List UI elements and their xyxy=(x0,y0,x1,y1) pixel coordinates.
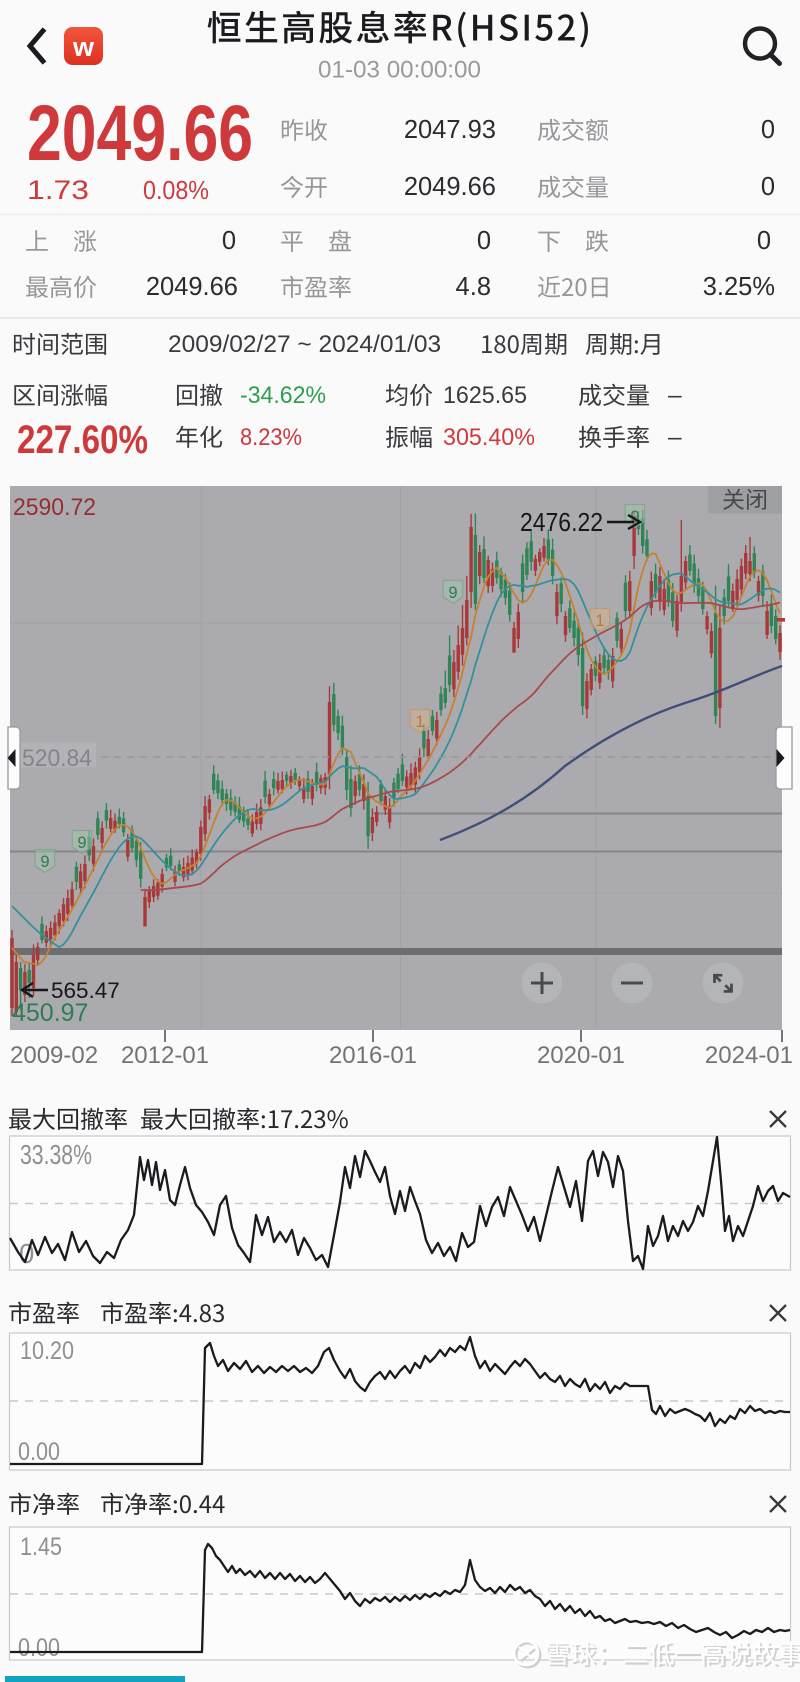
svg-text:–: – xyxy=(668,424,682,451)
svg-text:0.00: 0.00 xyxy=(18,1438,60,1466)
svg-text:2009-02: 2009-02 xyxy=(10,1042,98,1069)
svg-text:w: w xyxy=(72,32,95,62)
svg-text:01-03 00:00:00: 01-03 00:00:00 xyxy=(318,57,481,84)
svg-text:2012-01: 2012-01 xyxy=(121,1042,209,1069)
svg-text:0: 0 xyxy=(761,173,775,201)
svg-text:2049.66: 2049.66 xyxy=(27,88,253,177)
svg-text:520.84: 520.84 xyxy=(22,745,92,772)
svg-text:9: 9 xyxy=(630,508,639,526)
svg-text:9: 9 xyxy=(448,584,457,602)
svg-text:1.45: 1.45 xyxy=(20,1533,62,1561)
svg-text:2009/02/27 ~ 2024/01/03: 2009/02/27 ~ 2024/01/03 xyxy=(168,331,441,358)
svg-text:2476.22: 2476.22 xyxy=(520,507,603,537)
svg-text:0: 0 xyxy=(761,116,775,144)
svg-text:2016-01: 2016-01 xyxy=(329,1042,417,1069)
svg-text:1: 1 xyxy=(595,612,604,630)
svg-text:1625.65: 1625.65 xyxy=(443,382,527,409)
svg-text:565.47: 565.47 xyxy=(51,978,120,1003)
svg-text:–: – xyxy=(668,382,682,409)
svg-text:1.73: 1.73 xyxy=(27,175,89,205)
svg-text:4.8: 4.8 xyxy=(456,273,491,301)
svg-text:450.97: 450.97 xyxy=(12,999,88,1027)
svg-text:0.08%: 0.08% xyxy=(143,175,209,205)
svg-text:0.00: 0.00 xyxy=(18,1634,60,1662)
svg-text:2049.66: 2049.66 xyxy=(404,173,496,201)
svg-text:8.23%: 8.23% xyxy=(240,424,302,451)
svg-text:3.25%: 3.25% xyxy=(703,273,775,301)
svg-text:305.40%: 305.40% xyxy=(443,424,535,451)
svg-text:33.38%: 33.38% xyxy=(20,1139,92,1170)
svg-text:10.20: 10.20 xyxy=(20,1337,74,1365)
svg-text:1: 1 xyxy=(415,713,424,731)
svg-text:2047.93: 2047.93 xyxy=(404,116,496,144)
svg-text:0: 0 xyxy=(477,227,491,255)
svg-text:2049.66: 2049.66 xyxy=(146,273,238,301)
svg-text:227.60%: 227.60% xyxy=(17,418,148,462)
svg-text:9: 9 xyxy=(77,834,86,852)
svg-text:9: 9 xyxy=(40,853,49,871)
svg-text:0: 0 xyxy=(222,227,236,255)
svg-text:2020-01: 2020-01 xyxy=(537,1042,625,1069)
svg-text:0: 0 xyxy=(757,227,771,255)
svg-text:2024-01: 2024-01 xyxy=(705,1042,793,1069)
svg-text:-34.62%: -34.62% xyxy=(240,382,326,409)
svg-text:2590.72: 2590.72 xyxy=(13,494,96,521)
